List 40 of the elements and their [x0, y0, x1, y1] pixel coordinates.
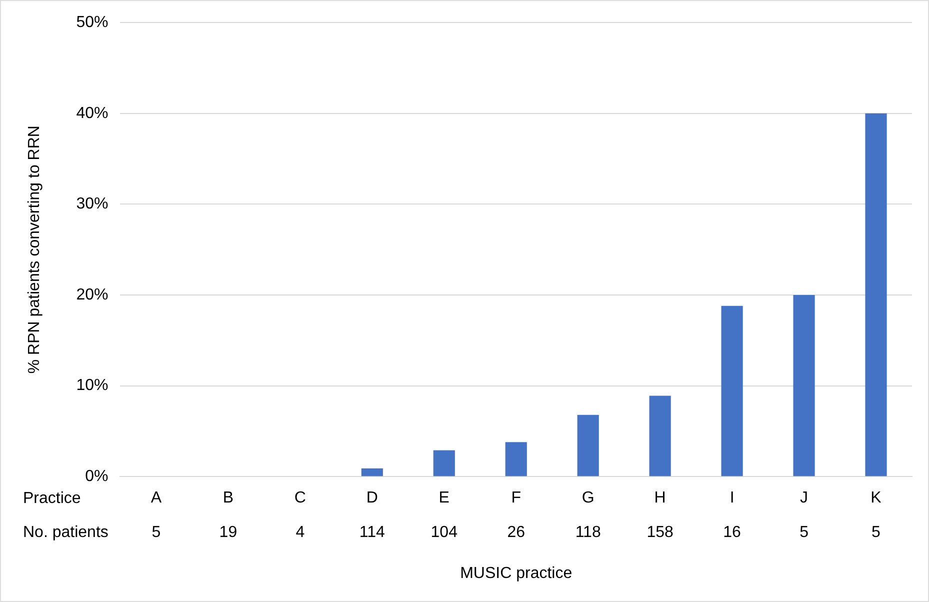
text: 16: [723, 524, 742, 542]
text: Practice: [23, 490, 81, 508]
x-tick-label: A: [150, 490, 162, 507]
bar: [649, 396, 671, 476]
x-tick-label: C: [294, 490, 306, 507]
x-tick-label: I: [730, 490, 734, 507]
x-tick-label: G: [582, 490, 594, 507]
text: 118: [575, 524, 601, 542]
text: 5: [800, 524, 809, 542]
bar: [577, 414, 599, 476]
text: 5: [152, 524, 161, 542]
y-tick-label: 50%: [76, 14, 108, 32]
text: 114: [359, 524, 386, 542]
y-tick-label: 0%: [85, 468, 108, 486]
text: 158: [646, 524, 674, 542]
text: 104: [430, 524, 458, 542]
x-tick-label: B: [222, 490, 234, 507]
y-axis-title: % RPN patients converting to RRN: [26, 126, 44, 374]
x-tick-label: D: [366, 490, 378, 507]
text: 19: [219, 524, 238, 542]
y-tick-label: 30%: [76, 196, 108, 213]
text: No. patients: [23, 524, 108, 542]
x-tick-label: J: [800, 490, 808, 507]
bar: [361, 468, 383, 476]
y-tick-label: 20%: [76, 286, 108, 304]
text: 26: [507, 524, 526, 542]
bar: [433, 450, 455, 476]
bar: [721, 306, 743, 476]
x-tick-label: F: [511, 490, 522, 507]
y-tick-label: 40%: [76, 104, 108, 122]
x-tick-label: E: [438, 490, 450, 507]
bar: [793, 295, 815, 476]
bar: [865, 113, 887, 476]
x-tick-label: H: [654, 490, 666, 507]
text: 4: [296, 524, 305, 542]
x-tick-label: K: [870, 490, 882, 507]
text: 5: [872, 524, 881, 542]
x-axis-title: MUSIC practice: [460, 564, 572, 582]
bar: [505, 442, 527, 476]
y-tick-label: 10%: [76, 377, 108, 394]
